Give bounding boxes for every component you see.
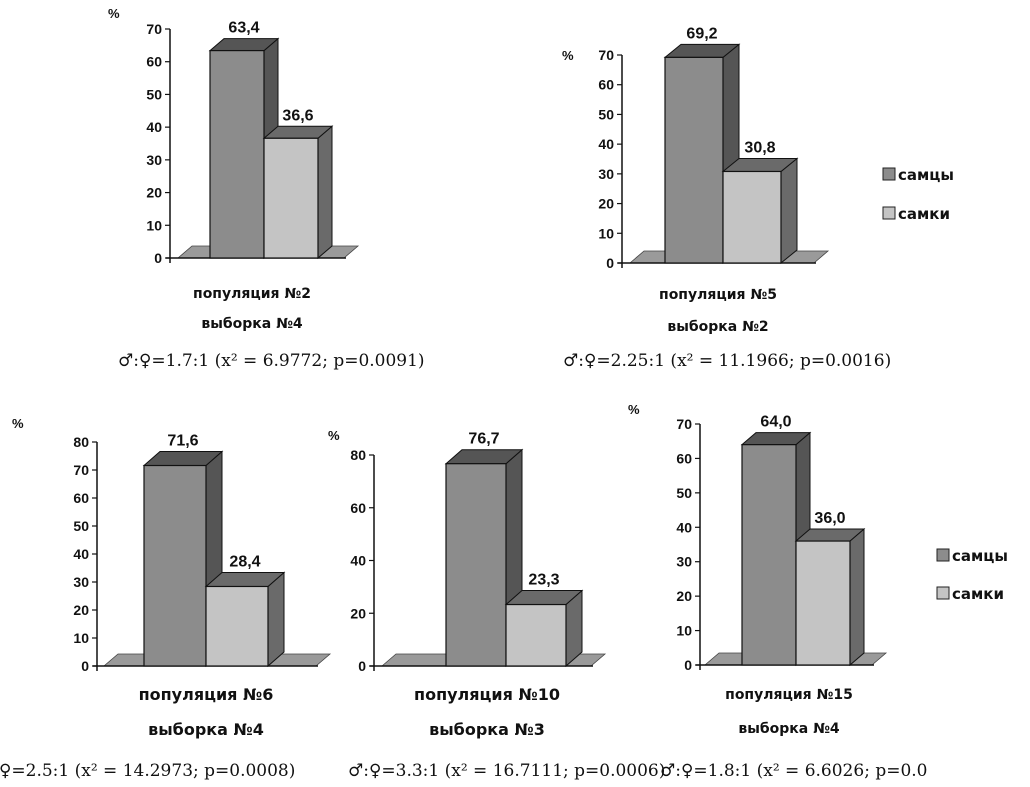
data-label-males: 64,0 [760, 414, 791, 431]
bar-females [505, 603, 567, 667]
y-tick-label: 20 [598, 196, 614, 212]
y-tick-label: 60 [598, 77, 614, 93]
legend-label-males: самцы [898, 166, 954, 184]
y-tick-label: 40 [73, 546, 89, 562]
y-axis-label: % [562, 48, 574, 63]
y-tick-label: 50 [146, 86, 162, 102]
y-tick-label: 60 [146, 54, 162, 70]
y-tick-label: 10 [73, 630, 89, 646]
category-label-sample: выборка №4 [738, 721, 840, 737]
bar-females-side [317, 125, 333, 260]
bar-females [722, 170, 782, 264]
y-tick-label: 0 [606, 255, 614, 271]
y-tick-label: 50 [676, 485, 692, 501]
y-tick-label: 10 [598, 225, 614, 241]
bar-males [664, 56, 724, 264]
y-axis-label: % [12, 416, 24, 431]
legend-label-females: самки [898, 205, 950, 223]
data-label-females: 28,4 [229, 553, 260, 570]
y-axis-label: % [328, 428, 340, 443]
y-tick-label: 40 [676, 519, 692, 535]
legend-label-females: самки [952, 585, 1004, 603]
y-tick-label: 60 [350, 500, 366, 516]
bar-males [741, 444, 797, 666]
y-tick-label: 30 [676, 554, 692, 570]
category-label-sample: выборка №4 [148, 720, 264, 739]
y-tick-label: 20 [73, 602, 89, 618]
y-tick-label: 30 [146, 152, 162, 168]
bar-males [445, 463, 507, 667]
y-tick-label: 30 [73, 574, 89, 590]
y-tick-label: 30 [598, 166, 614, 182]
bar-females-side [267, 571, 285, 668]
category-label-sample: выборка №4 [201, 316, 303, 332]
legend-swatch-males [882, 167, 896, 181]
data-label-females: 23,3 [528, 572, 559, 589]
bar-females [795, 540, 851, 666]
data-label-females: 36,0 [814, 510, 845, 527]
data-label-females: 36,6 [282, 107, 313, 124]
data-label-females: 30,8 [744, 139, 775, 156]
data-label-males: 69,2 [686, 25, 717, 42]
y-tick-label: 20 [350, 605, 366, 621]
category-label-sample: выборка №3 [429, 720, 545, 739]
y-tick-label: 20 [146, 185, 162, 201]
sex-ratio-caption: ♂:♀=2.25:1 (x² = 11.1966; p=0.0016) [563, 351, 891, 371]
y-tick-label: 10 [146, 217, 162, 233]
y-tick-label: 60 [676, 450, 692, 466]
y-tick-label: 10 [676, 623, 692, 639]
y-tick-label: 40 [146, 119, 162, 135]
y-tick-label: 50 [598, 106, 614, 122]
chart-2: 0 10 20 30 40 50 60 70% 69,2 30,8 популяция №5 выбо… [562, 25, 891, 371]
data-label-males: 71,6 [167, 433, 198, 450]
legend-swatch-males [936, 548, 950, 562]
chart-3: 0 10 20 30 40 50 60 70 80% 71,6 28,4 популяция №6 вы… [0, 416, 332, 781]
bar-males [209, 49, 265, 259]
bar-females [263, 137, 319, 259]
bar-males [143, 464, 207, 667]
legend-swatch-females [882, 206, 896, 220]
sex-ratio-caption: ♂:♀=2.5:1 (x² = 14.2973; p=0.0008) [0, 761, 295, 781]
y-tick-label: 60 [73, 490, 89, 506]
legend-swatch-females [936, 586, 950, 600]
chart-4: 0 20 40 60 80% 76,7 23,3 популяция №10 выборка №… [328, 428, 665, 781]
legend-top: самцы самки [882, 166, 954, 223]
y-tick-label: 0 [684, 657, 692, 673]
category-label-population: популяция №15 [725, 687, 853, 703]
y-tick-label: 70 [676, 416, 692, 432]
sex-ratio-caption: ♂:♀=1.8:1 (x² = 6.6026; p=0.0 [660, 761, 927, 781]
y-tick-label: 20 [676, 588, 692, 604]
category-label-population: популяция №5 [659, 287, 777, 303]
legend-label-males: самцы [952, 547, 1008, 565]
y-tick-label: 80 [350, 447, 366, 463]
category-label-population: популяция №2 [193, 286, 311, 302]
chart-5: 0 10 20 30 40 50 60 70% 64,0 36,0 популяция №15 выб… [628, 402, 927, 781]
y-tick-label: 40 [598, 136, 614, 152]
y-tick-label: 40 [350, 553, 366, 569]
charts-group: 0 10 20 30 40 50 60 70% 63,4 36,6 популяция №2 выбо… [0, 6, 927, 781]
y-tick-label: 0 [358, 658, 366, 674]
chart-1: 0 10 20 30 40 50 60 70% 63,4 36,6 популяция №2 выбо… [108, 6, 425, 371]
y-tick-label: 80 [73, 434, 89, 450]
sex-ratio-caption: ♂:♀=1.7:1 (x² = 6.9772; p=0.0091) [118, 351, 425, 371]
y-axis-label: % [628, 402, 640, 417]
category-label-population: популяция №10 [414, 685, 560, 704]
y-tick-label: 70 [73, 462, 89, 478]
y-tick-label: 0 [154, 250, 162, 266]
legend-bottom: самцы самки [936, 547, 1008, 603]
sex-ratio-caption: ♂:♀=3.3:1 (x² = 16.7111; p=0.0006) [348, 761, 665, 781]
y-tick-label: 0 [81, 658, 89, 674]
bar-females-side [780, 157, 798, 265]
y-tick-label: 70 [598, 47, 614, 63]
category-label-sample: выборка №2 [667, 319, 768, 335]
data-label-males: 63,4 [228, 20, 259, 37]
y-axis-label: % [108, 6, 120, 21]
y-tick-label: 50 [73, 518, 89, 534]
bar-females [205, 585, 269, 667]
y-tick-label: 70 [146, 21, 162, 37]
bar-females-side [849, 527, 865, 667]
data-label-males: 76,7 [468, 431, 499, 448]
category-label-population: популяция №6 [139, 685, 274, 704]
